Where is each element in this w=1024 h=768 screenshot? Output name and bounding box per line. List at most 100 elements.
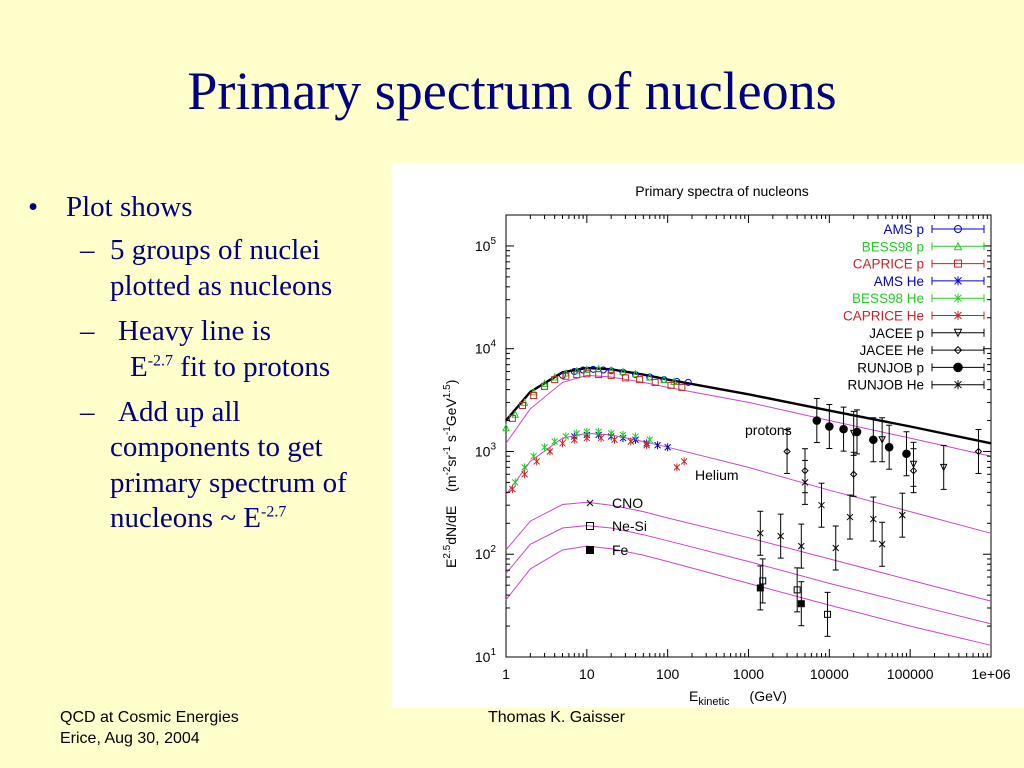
data-point (583, 434, 591, 443)
data-point (573, 371, 581, 379)
data-point (607, 371, 615, 379)
legend-label: BESS98 He (852, 291, 924, 306)
spectrum-chart: Primary spectra of nucleons 1 10 100 1000 10… (442, 183, 1011, 708)
formula-exponent: -2.7 (261, 503, 287, 521)
data-point (818, 501, 825, 510)
data-point (849, 470, 858, 478)
data-point (673, 463, 681, 472)
data-point (502, 423, 510, 432)
series-jacee-he (783, 428, 983, 497)
bullet-dot-icon: • (28, 191, 39, 223)
data-point (878, 540, 886, 548)
bullet-item-1-line-2: plotted as nucleons (110, 269, 333, 302)
bullet-item-2: – Heavy line is E-2.7 fit to protons (28, 314, 408, 385)
data-point (939, 463, 948, 472)
data-point (570, 435, 578, 444)
data-point (583, 370, 591, 378)
data-point (832, 544, 840, 552)
data-point (559, 439, 566, 448)
data-point (562, 432, 570, 441)
model-curve-3 (505, 501, 992, 602)
footer-left: QCD at Cosmic Energies Erice, Aug 30, 20… (60, 708, 239, 750)
bullet-item-3-line-2: components to get (110, 431, 323, 464)
data-point (551, 437, 559, 446)
data-point (627, 437, 635, 446)
data-point (643, 441, 651, 450)
data-point (852, 427, 862, 437)
x-tick-label: 10000 (810, 666, 849, 682)
data-point (654, 441, 661, 450)
annotation-markers (586, 499, 594, 554)
data-point (825, 422, 834, 431)
data-point (521, 463, 528, 472)
slide-title: Primary spectrum of nucleons (187, 61, 837, 121)
bullet-item-2-line-1: Heavy line is (118, 315, 272, 348)
footer-date: Erice, Aug 30, 2004 (60, 729, 200, 747)
legend-entry: RUNJOB p (857, 360, 985, 375)
bullet-item-3-line-4: nucleons ~ E-2.7 (110, 501, 408, 536)
series-runjob-he (801, 459, 906, 542)
y-axis-label: E2.5dN/dE(m-2sr-1 s-1GeV1.5) (442, 380, 459, 568)
data-point (684, 378, 692, 386)
data-point (777, 532, 785, 540)
legend-label: AMS p (883, 222, 924, 237)
data-point (869, 515, 877, 524)
data-point (621, 374, 629, 382)
data-point (611, 435, 618, 444)
data-point (846, 513, 854, 522)
legend-entry: AMS p (883, 222, 985, 237)
data-point (898, 511, 906, 520)
y-tick-label: 102 (475, 544, 497, 562)
model-curve-4 (505, 525, 992, 625)
legend-label: AMS He (874, 274, 924, 289)
data-point (597, 434, 605, 443)
data-point (797, 600, 805, 608)
annotation-fe: Fe (612, 542, 629, 558)
bullet-list: • Plot shows – 5 groups of nuclei plotte… (28, 190, 408, 546)
data-point (573, 429, 581, 438)
data-point (509, 485, 516, 494)
y-axis-ticks: 101 102 103 104 105 (475, 214, 991, 665)
chart-panel: Primary spectra of nucleons 1 10 100 1000 10… (392, 163, 1024, 708)
bullet-item-3-line-1: Add up all (118, 395, 241, 428)
series-cno (756, 510, 886, 571)
bullet-item-3-line-3: primary spectrum of (110, 466, 347, 499)
data-point (530, 392, 538, 400)
formula-exponent: -2.7 (147, 351, 174, 369)
data-point (651, 378, 659, 386)
data-point (583, 365, 591, 373)
footer-event: QCD at Cosmic Energies (60, 709, 239, 726)
series-ne-si (759, 558, 832, 637)
data-point (607, 429, 615, 438)
y-tick-label: 103 (475, 441, 497, 459)
data-point (619, 430, 627, 439)
data-point (759, 577, 767, 585)
chart-legend: AMS p BESS98 p CAPRICE p AMS He BESS98 He CAP… (843, 222, 985, 393)
data-point (533, 457, 541, 466)
bullet-item-1: – 5 groups of nuclei plotted as nucleons (28, 233, 408, 304)
data-point (521, 470, 528, 479)
data-point (974, 447, 983, 456)
data-points (502, 364, 983, 637)
data-point (541, 382, 549, 390)
data-point (518, 402, 526, 410)
y-tick-label: 101 (475, 647, 497, 665)
series-runjob-p (812, 398, 911, 477)
x-tick-label: 1000 (733, 666, 764, 682)
legend-label: JACEE p (869, 326, 924, 341)
data-point (869, 435, 878, 445)
legend-label: BESS98 p (862, 239, 924, 254)
data-point (824, 610, 832, 618)
model-curves (505, 366, 992, 646)
data-point (756, 584, 764, 592)
dash-icon: – (80, 395, 95, 428)
legend-entry: RUNJOB He (847, 378, 985, 393)
data-point (551, 376, 559, 384)
series-bess98-he (511, 427, 654, 487)
bullet-item-3: – Add up all components to get primary s… (28, 395, 408, 537)
data-point (680, 457, 688, 466)
model-curve-1 (505, 374, 992, 457)
x-tick-label: 1e+06 (971, 666, 1011, 682)
data-point (607, 365, 615, 374)
chart-title: Primary spectra of nucleons (635, 183, 809, 199)
